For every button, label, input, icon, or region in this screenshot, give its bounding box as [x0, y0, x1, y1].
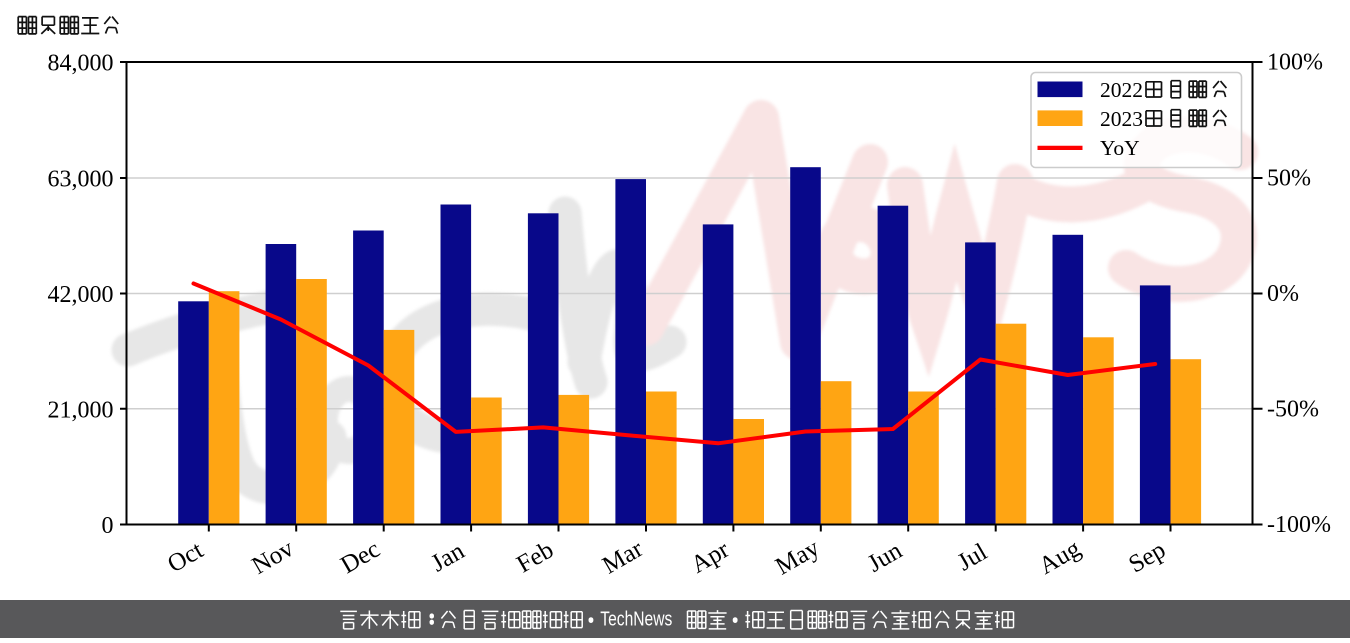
svg-text:63,000: 63,000: [48, 167, 114, 193]
svg-text:2023: 2023: [1100, 107, 1143, 131]
svg-text:0%: 0%: [1267, 281, 1299, 307]
svg-text:21,000: 21,000: [48, 397, 114, 423]
svg-text:84,000: 84,000: [48, 51, 114, 77]
svg-text:50%: 50%: [1267, 166, 1311, 192]
svg-text:-100%: -100%: [1267, 512, 1331, 538]
svg-text:YoY: YoY: [1100, 136, 1140, 160]
svg-text:TechNews: TechNews: [600, 609, 672, 631]
svg-text:100%: 100%: [1267, 50, 1323, 76]
svg-text:42,000: 42,000: [48, 282, 114, 308]
svg-text:0: 0: [102, 513, 114, 539]
svg-text:2022: 2022: [1100, 78, 1143, 102]
svg-text:-50%: -50%: [1267, 396, 1319, 422]
